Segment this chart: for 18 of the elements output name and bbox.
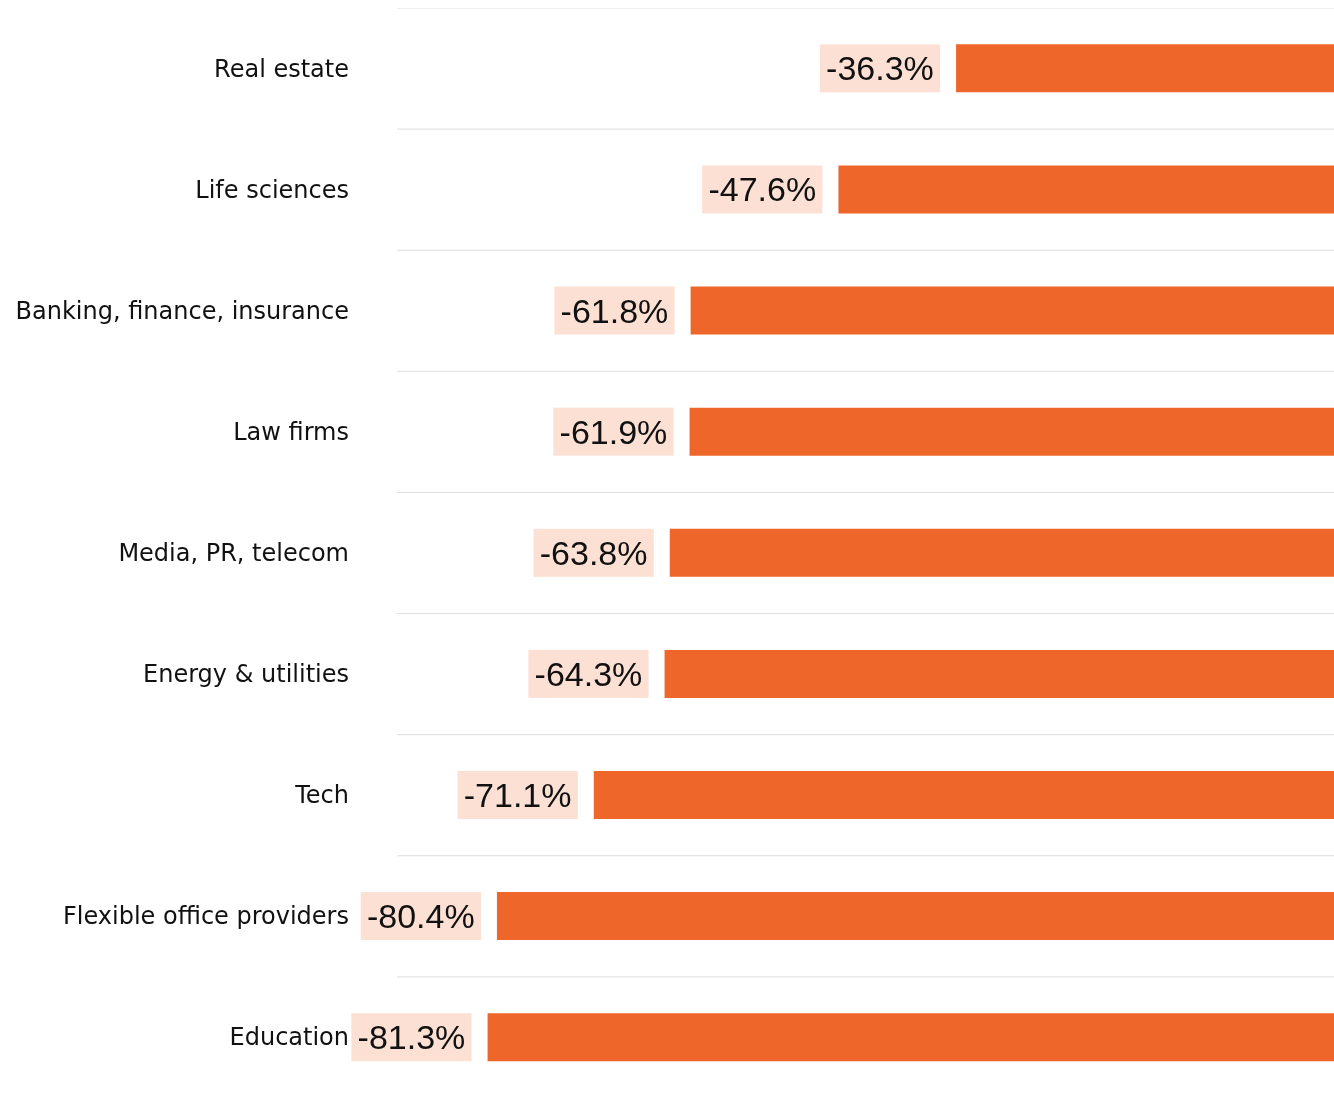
- data-label: -81.3%: [357, 1018, 466, 1057]
- y-tick-label: Media, PR, telecom: [118, 539, 349, 567]
- data-label: -64.3%: [534, 654, 643, 693]
- data-label: -61.8%: [560, 291, 669, 330]
- data-label: -80.4%: [366, 897, 475, 936]
- y-tick-label: Real estate: [214, 54, 349, 83]
- data-label: -36.3%: [826, 49, 934, 88]
- data-label: -47.6%: [708, 170, 817, 209]
- y-tick-label: Law firms: [233, 417, 349, 446]
- y-tick-label: Education: [229, 1023, 349, 1052]
- y-tick-label: Flexible office providers: [63, 902, 349, 931]
- data-label: -71.1%: [463, 776, 572, 814]
- y-tick-label: Tech: [294, 781, 349, 810]
- y-tick-label: Life sciences: [195, 175, 349, 204]
- data-label: -63.8%: [539, 533, 648, 572]
- y-tick-label: Banking, finance, insurance: [15, 296, 349, 325]
- y-tick-label: Energy & utilities: [143, 660, 349, 689]
- data-label: -61.9%: [559, 412, 668, 451]
